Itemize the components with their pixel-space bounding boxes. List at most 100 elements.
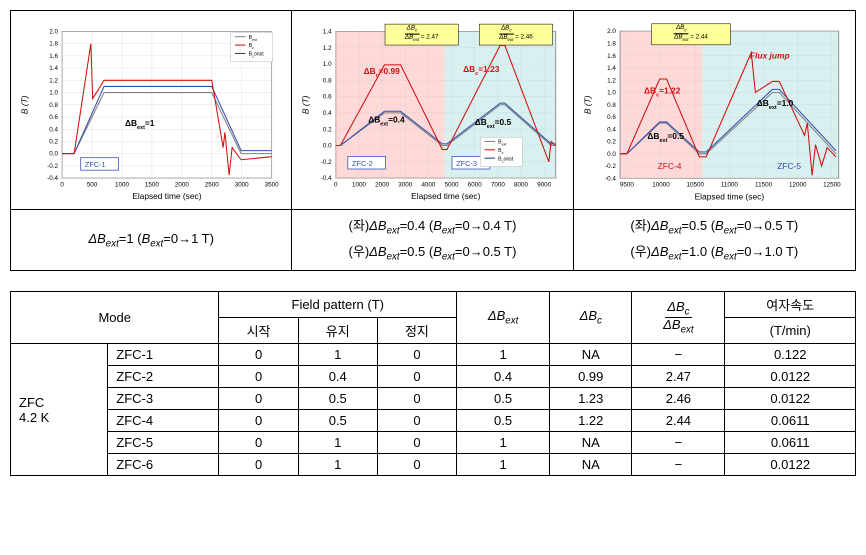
cell-stop: 0: [377, 344, 456, 366]
table-row: ZFC-50101NA−0.0611: [11, 432, 856, 454]
svg-text:1.4: 1.4: [49, 65, 58, 72]
svg-text:0.2: 0.2: [49, 139, 58, 146]
svg-text:0.8: 0.8: [49, 102, 58, 109]
svg-text:9000: 9000: [538, 181, 552, 188]
svg-text:500: 500: [87, 181, 98, 188]
svg-text:0.0: 0.0: [49, 151, 58, 158]
svg-text:1.8: 1.8: [607, 41, 616, 48]
th-rate-unit: (T/min): [725, 318, 856, 344]
svg-text:1.4: 1.4: [323, 29, 332, 36]
cell-hold: 1: [298, 432, 377, 454]
cell-dBext: 1: [457, 454, 550, 476]
svg-text:Elapsed time (sec): Elapsed time (sec): [694, 191, 764, 201]
caption-1: ΔBext=1 (Bext=0→1 T): [11, 210, 292, 270]
table-row: ZFC-200.400.40.992.470.0122: [11, 366, 856, 388]
svg-text:0.0: 0.0: [323, 143, 332, 150]
zfc-data-table: Mode Field pattern (T) ΔBext ΔBc ΔBc ΔBe…: [10, 291, 856, 476]
th-mode: Mode: [11, 292, 219, 344]
cell-rate: 0.0611: [725, 432, 856, 454]
svg-text:0.2: 0.2: [323, 126, 332, 133]
cell-stop: 0: [377, 388, 456, 410]
cell-dBext: 0.5: [457, 388, 550, 410]
svg-text:Elapsed time (sec): Elapsed time (sec): [132, 191, 201, 201]
svg-text:ZFC-1: ZFC-1: [85, 160, 106, 169]
svg-text:6000: 6000: [468, 181, 482, 188]
cell-rate: 0.0122: [725, 388, 856, 410]
svg-text:2.0: 2.0: [49, 29, 58, 36]
cell-dBext: 1: [457, 344, 550, 366]
svg-text:1500: 1500: [145, 181, 159, 188]
caption-2: (좌)ΔBext=0.4 (Bext=0→0.4 T)(우)ΔBext=0.5 …: [292, 210, 573, 270]
th-fp-stop: 정지: [377, 318, 456, 344]
cell-rate: 0.122: [725, 344, 856, 366]
svg-text:ZFC-5: ZFC-5: [777, 161, 801, 171]
cell-hold: 1: [298, 454, 377, 476]
svg-text:1.2: 1.2: [323, 45, 332, 52]
svg-text:0: 0: [60, 181, 64, 188]
svg-text:11500: 11500: [755, 182, 773, 189]
caption-3: (좌)ΔBext=0.5 (Bext=0→0.5 T)(우)ΔBext=1.0 …: [574, 210, 855, 270]
cell-dBc: NA: [550, 344, 632, 366]
svg-text:3000: 3000: [399, 181, 413, 188]
cell-hold: 0.5: [298, 410, 377, 432]
cell-start: 0: [219, 344, 298, 366]
svg-text:-0.2: -0.2: [605, 163, 616, 170]
chart-2: 0100020003000400050006000700080009000-0.…: [296, 15, 568, 205]
cell-ratio: −: [632, 432, 725, 454]
svg-text:0.6: 0.6: [49, 114, 58, 121]
cell-ratio: 2.46: [632, 388, 725, 410]
svg-text:1.0: 1.0: [607, 90, 616, 97]
svg-text:1.0: 1.0: [323, 61, 332, 68]
svg-text:0.2: 0.2: [607, 139, 616, 146]
cell-rate: 0.0122: [725, 366, 856, 388]
cell-stop: 0: [377, 410, 456, 432]
svg-text:-0.4: -0.4: [321, 175, 332, 182]
th-rate: 여자속도: [725, 292, 856, 318]
svg-text:0.0: 0.0: [607, 151, 616, 158]
cell-label: ZFC-4: [108, 410, 219, 432]
svg-text:9500: 9500: [620, 182, 635, 189]
chart-1: 0500100015002000250030003500-0.4-0.20.00…: [15, 15, 287, 205]
svg-text:1.2: 1.2: [607, 77, 616, 84]
cell-hold: 1: [298, 344, 377, 366]
caption-line: (좌)ΔBext=0.5 (Bext=0→0.5 T): [630, 214, 798, 240]
cell-dBc: NA: [550, 454, 632, 476]
svg-text:3500: 3500: [265, 181, 279, 188]
svg-text:5000: 5000: [445, 181, 459, 188]
svg-text:0.6: 0.6: [607, 114, 616, 121]
cell-dBc: NA: [550, 432, 632, 454]
svg-text:B (T): B (T): [582, 95, 592, 114]
th-dBc: ΔBc: [550, 292, 632, 344]
cell-dBc: 0.99: [550, 366, 632, 388]
svg-text:2.0: 2.0: [607, 28, 616, 35]
svg-text:-0.4: -0.4: [47, 175, 58, 182]
svg-text:-0.4: -0.4: [605, 175, 616, 182]
caption-line: (우)ΔBext=0.5 (Bext=0→0.5 T): [349, 240, 517, 266]
cell-start: 0: [219, 388, 298, 410]
table-row: ZFC-400.500.51.222.440.0611: [11, 410, 856, 432]
cell-ratio: 2.47: [632, 366, 725, 388]
svg-text:1.6: 1.6: [49, 53, 58, 60]
cell-stop: 0: [377, 432, 456, 454]
svg-text:12000: 12000: [789, 182, 807, 189]
cell-hold: 0.5: [298, 388, 377, 410]
svg-text:3000: 3000: [235, 181, 249, 188]
svg-text:ZFC-2: ZFC-2: [352, 159, 373, 168]
cell-label: ZFC-1: [108, 344, 219, 366]
cell-rate: 0.0611: [725, 410, 856, 432]
cell-label: ZFC-3: [108, 388, 219, 410]
chart-3: 9500100001050011000115001200012500-0.4-0…: [578, 15, 851, 205]
svg-text:1.8: 1.8: [49, 41, 58, 48]
cell-start: 0: [219, 432, 298, 454]
svg-text:2000: 2000: [375, 181, 389, 188]
svg-text:0.4: 0.4: [49, 126, 58, 133]
charts-grid: 0500100015002000250030003500-0.4-0.20.00…: [10, 10, 856, 271]
cell-stop: 0: [377, 454, 456, 476]
cell-label: ZFC-2: [108, 366, 219, 388]
th-dBext: ΔBext: [457, 292, 550, 344]
svg-text:2500: 2500: [205, 181, 219, 188]
svg-text:1.4: 1.4: [607, 65, 616, 72]
svg-text:11000: 11000: [721, 182, 739, 189]
caption-line: ΔBext=1 (Bext=0→1 T): [88, 227, 214, 253]
caption-line: (좌)ΔBext=0.4 (Bext=0→0.4 T): [349, 214, 517, 240]
